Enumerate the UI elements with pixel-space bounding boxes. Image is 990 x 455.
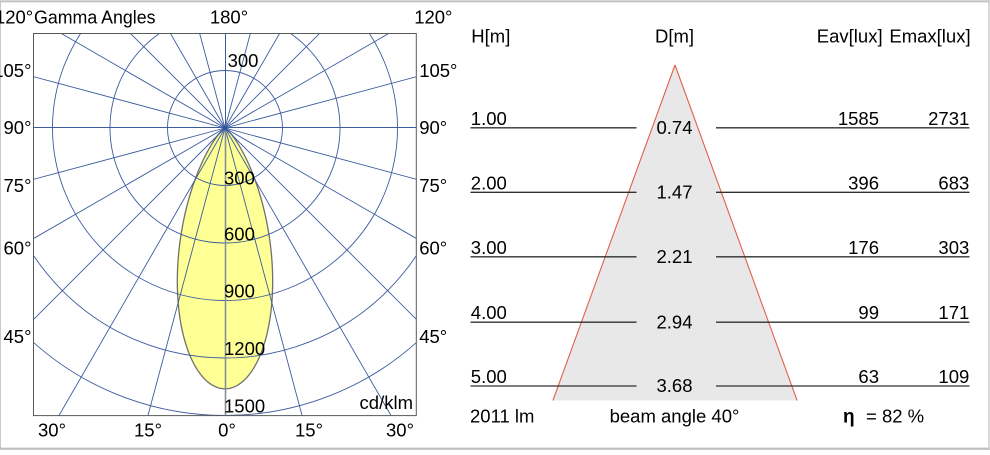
svg-text:beam angle 40°: beam angle 40° [610,406,740,427]
svg-text:45°: 45° [4,326,32,347]
svg-text:105°: 105° [419,60,457,81]
svg-text:1200: 1200 [224,338,265,359]
svg-text:30°: 30° [38,420,66,441]
svg-text:1.00: 1.00 [471,108,507,129]
svg-text:= 82 %: = 82 % [866,406,924,427]
svg-text:303: 303 [938,237,969,258]
svg-text:120°: 120° [414,7,452,28]
svg-text:99: 99 [858,302,879,323]
svg-text:63: 63 [858,366,879,387]
svg-text:300: 300 [228,50,259,71]
svg-text:600: 600 [224,223,255,244]
svg-text:900: 900 [224,280,255,301]
svg-text:90°: 90° [4,117,32,138]
svg-text:120°: 120° [0,7,33,28]
svg-text:1500: 1500 [224,395,265,416]
svg-text:171: 171 [938,302,969,323]
svg-text:45°: 45° [419,326,447,347]
svg-text:683: 683 [938,172,969,193]
svg-text:2.21: 2.21 [656,246,692,267]
svg-text:2.94: 2.94 [656,311,692,332]
svg-text:30°: 30° [386,420,414,441]
svg-text:3.00: 3.00 [471,237,507,258]
svg-text:1585: 1585 [838,108,879,129]
svg-text:396: 396 [848,172,879,193]
svg-text:H[m]: H[m] [471,26,510,47]
svg-text:60°: 60° [419,238,447,259]
svg-text:2.00: 2.00 [471,172,507,193]
svg-text:3.68: 3.68 [656,375,692,396]
svg-text:180°: 180° [210,7,248,28]
svg-text:D[m]: D[m] [655,26,694,47]
svg-text:Eav[lux]: Eav[lux] [817,26,883,47]
svg-text:Emax[lux]: Emax[lux] [889,26,970,47]
svg-text:90°: 90° [419,117,447,138]
svg-text:0.74: 0.74 [656,117,692,138]
svg-text:176: 176 [848,237,879,258]
svg-text:1.47: 1.47 [656,181,692,202]
svg-text:15°: 15° [134,420,162,441]
svg-text:2731: 2731 [928,108,969,129]
svg-text:109: 109 [938,366,969,387]
svg-text:75°: 75° [4,175,32,196]
svg-text:Gamma Angles: Gamma Angles [34,7,156,28]
svg-text:5.00: 5.00 [471,366,507,387]
svg-text:0°: 0° [218,420,236,441]
svg-text:60°: 60° [4,238,32,259]
svg-text:15°: 15° [295,420,323,441]
svg-text:η: η [843,407,855,428]
svg-text:300: 300 [224,167,255,188]
svg-text:4.00: 4.00 [471,302,507,323]
svg-text:105°: 105° [0,60,32,81]
svg-text:cd/klm: cd/klm [360,392,413,413]
svg-text:2011 lm: 2011 lm [470,406,534,427]
svg-text:75°: 75° [419,175,447,196]
